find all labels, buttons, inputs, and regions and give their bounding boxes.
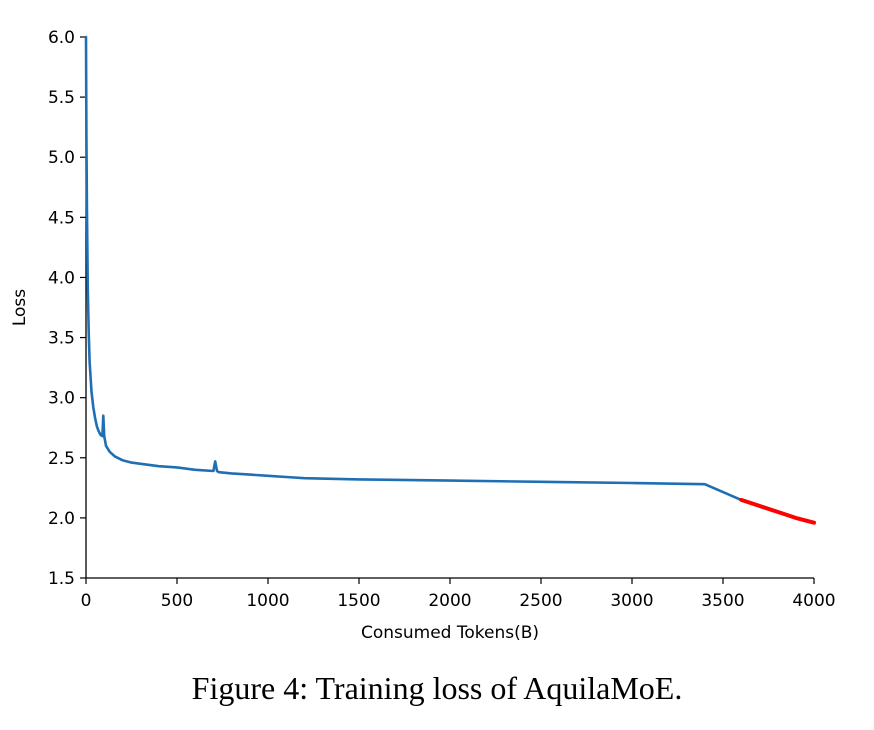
training-loss-line-red	[739, 497, 816, 525]
x-tick-label: 0	[81, 591, 92, 611]
y-tick-label: 4.0	[48, 268, 75, 288]
x-tick-label: 2500	[519, 591, 562, 611]
x-tick-label: 3500	[701, 591, 744, 611]
y-tick-label: 3.5	[48, 329, 75, 349]
y-tick-label: 2.5	[48, 449, 75, 469]
y-tick-label: 1.5	[48, 569, 75, 589]
y-axis-label: Loss	[10, 289, 30, 326]
x-tick-label: 4000	[792, 591, 835, 611]
y-tick-label: 2.0	[48, 509, 75, 529]
x-tick-label: 2000	[428, 591, 471, 611]
y-tick-label: 5.5	[48, 88, 75, 108]
y-tick-label: 4.5	[48, 208, 75, 228]
x-tick-label: 3000	[610, 591, 653, 611]
x-axis-label: Consumed Tokens(B)	[361, 623, 539, 643]
figure-caption: Figure 4: Training loss of AquilaMoE.	[191, 670, 683, 706]
loss-chart: 0 500 1000 1500 2000 2500 3000 3500 4000 1.5 2.0 2.…	[10, 28, 836, 643]
y-tick-label: 6.0	[48, 28, 75, 48]
y-tick-label: 5.0	[48, 148, 75, 168]
x-tick-label: 1500	[337, 591, 380, 611]
x-tick-label: 1000	[246, 591, 289, 611]
y-tick-label: 3.0	[48, 389, 75, 409]
training-loss-line	[84, 35, 743, 502]
x-tick-label: 500	[161, 591, 193, 611]
